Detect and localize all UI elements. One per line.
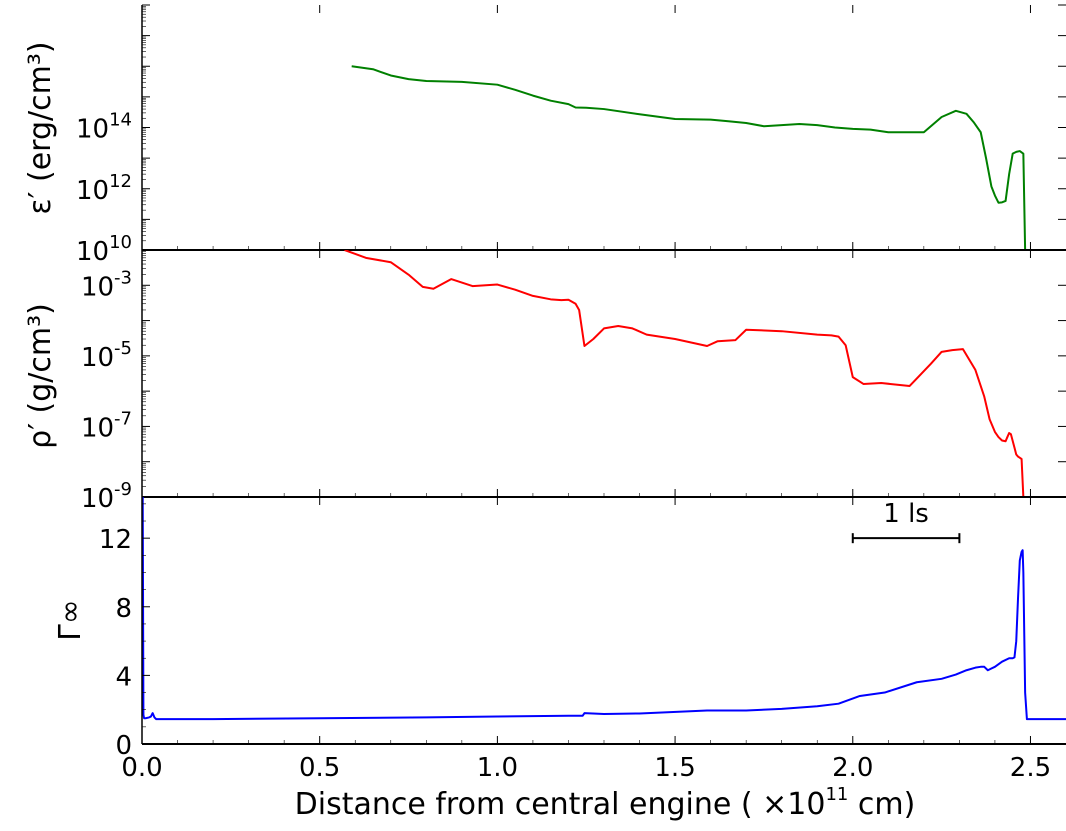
energy-density-axis-label: ε′ (erg/cm³) (23, 41, 58, 214)
x-axis-label-suffix: cm) (848, 787, 915, 822)
x-tick-label: 1.0 (477, 753, 518, 783)
y-tick-label: 10-3 (81, 267, 132, 302)
x-axis-tick-labels: 0.0 0.5 1.0 1.5 2.0 2.5 (121, 753, 1051, 783)
x-tick-label: 1.5 (654, 753, 695, 783)
mass-density-plot-area (344, 250, 1066, 497)
x-axis-label-exponent: 11 (825, 784, 848, 805)
lorentz-factor-axis-label: Γ∞ (53, 599, 88, 641)
y-tick-label-exponent: -3 (114, 267, 132, 288)
y-tick-label: 1010 (76, 232, 132, 267)
y-tick-label: 10-7 (81, 408, 132, 443)
y-tick-label-exponent: -9 (114, 479, 132, 500)
mass-density-line-0 (344, 250, 1027, 497)
y-tick-label-exponent: 14 (109, 110, 132, 131)
y-tick-label-base: 10 (81, 343, 114, 373)
lorentz-factor-panel: 0 4 8 12 Γ∞ 1 ls (53, 497, 1066, 761)
x-tick-label: 2.0 (832, 753, 873, 783)
x-tick-label: 0.5 (299, 753, 340, 783)
mass-density-panel: 10-910-710-510-3 ρ′ (g/cm³) (23, 249, 1066, 514)
lorentz-factor-plot-area (142, 497, 1066, 721)
scale-bar-label: 1 ls (883, 499, 929, 529)
energy-density-line-0 (351, 65, 1027, 250)
lorentz-factor-line-0 (142, 497, 1066, 721)
y-tick-label: 10-5 (81, 338, 132, 373)
lorentz-factor-tick-labels: 0 4 8 12 (99, 525, 132, 761)
y-tick-label-base: 10 (76, 237, 109, 267)
mass-density-tick-labels: 10-910-710-510-3 (81, 267, 132, 514)
y-tick-label: 4 (115, 662, 132, 692)
y-tick-label-exponent: -7 (114, 408, 132, 429)
x-axis-label: Distance from central engine ( ×1011 cm) (295, 784, 916, 822)
mass-density-axis-label: ρ′ (g/cm³) (23, 303, 58, 449)
y-tick-label: 1014 (76, 110, 132, 145)
y-tick-label-base: 10 (76, 115, 109, 145)
x-tick-label: 0.0 (121, 753, 162, 783)
y-tick-label-exponent: 12 (109, 171, 132, 192)
y-tick-label: 12 (99, 525, 132, 555)
mass-density-axis-ticks (141, 249, 1066, 498)
energy-density-plot-area (351, 65, 1027, 250)
y-tick-label-base: 10 (81, 272, 114, 302)
lorentz-factor-axis-ticks (141, 497, 1066, 745)
x-axis-label-times: ×10 (762, 787, 825, 822)
y-tick-label-exponent: -5 (114, 338, 132, 359)
y-tick-label-base: 10 (76, 176, 109, 206)
y-tick-label: 0 (115, 731, 132, 761)
y-tick-label-exponent: 10 (109, 232, 132, 253)
y-tick-label: 8 (115, 594, 132, 624)
x-tick-label: 2.5 (1010, 753, 1051, 783)
y-tick-label-base: 10 (81, 484, 114, 514)
y-tick-label: 10-9 (81, 479, 132, 514)
y-tick-label: 1012 (76, 171, 132, 206)
y-tick-label-base: 10 (81, 413, 114, 443)
light-second-scale-bar: 1 ls (851, 499, 961, 544)
x-axis-label-prefix: Distance from central engine ( (295, 787, 762, 822)
energy-density-axis-ticks (141, 4, 1066, 251)
